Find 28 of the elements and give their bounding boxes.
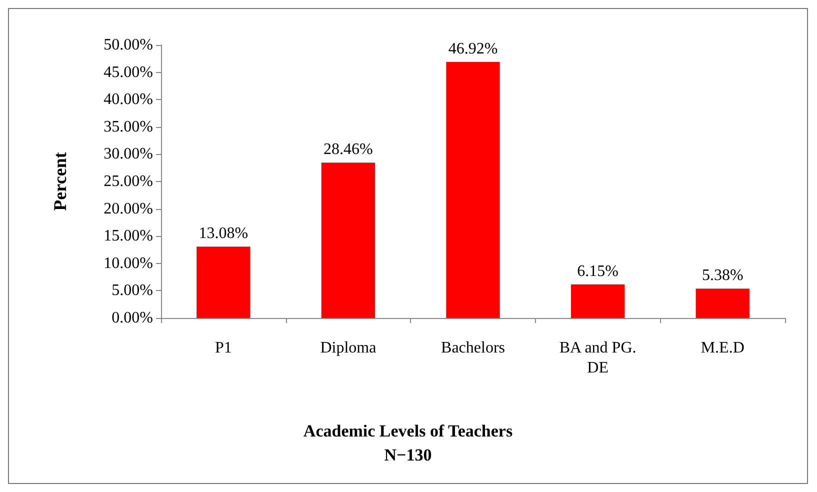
x-tick-label: Diploma bbox=[320, 340, 376, 356]
x-tick-label: Bachelors bbox=[441, 340, 505, 356]
y-tick-label: 5.00% bbox=[112, 282, 153, 300]
y-tick-label: 10.00% bbox=[104, 254, 153, 272]
y-tick-label: 15.00% bbox=[104, 228, 153, 245]
data-label: 28.46% bbox=[324, 141, 373, 158]
data-label: 5.38% bbox=[702, 267, 744, 284]
y-axis-title: Percent bbox=[50, 152, 70, 211]
y-tick-label: 0.00% bbox=[112, 310, 153, 326]
bar bbox=[446, 62, 500, 318]
x-axis-title: Academic Levels of Teachers N−130 bbox=[303, 422, 513, 464]
x-tick-label: P1 bbox=[214, 340, 232, 356]
x-tick-label: BA and PG. DE bbox=[559, 340, 636, 376]
y-tick-label: 20.00% bbox=[104, 200, 153, 218]
bar bbox=[321, 162, 376, 318]
y-tick-label: 50.00% bbox=[104, 36, 153, 54]
bar bbox=[570, 284, 625, 318]
y-tick-label: 35.00% bbox=[104, 118, 153, 136]
data-label: 6.15% bbox=[577, 262, 618, 280]
bar bbox=[196, 246, 250, 318]
data-label: 46.92% bbox=[448, 40, 498, 58]
y-tick-label: 45.00% bbox=[104, 64, 153, 81]
y-tick-label: 40.00% bbox=[104, 91, 153, 108]
y-tick-label: 25.00% bbox=[104, 173, 153, 190]
bar bbox=[696, 288, 750, 318]
y-tick-label: 30.00% bbox=[104, 146, 153, 163]
data-label: 13.08% bbox=[198, 225, 248, 242]
x-tick-label: M.E.D bbox=[700, 340, 744, 356]
